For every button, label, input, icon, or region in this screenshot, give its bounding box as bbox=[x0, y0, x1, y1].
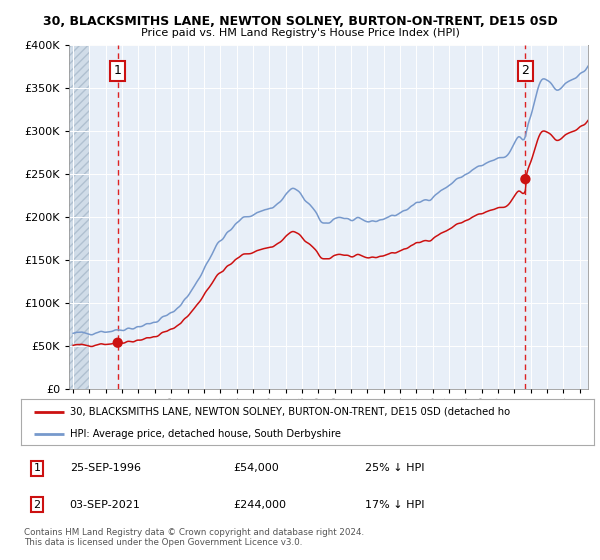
Point bbox=[113, 338, 122, 347]
Text: 30, BLACKSMITHS LANE, NEWTON SOLNEY, BURTON-ON-TRENT, DE15 0SD (detached ho: 30, BLACKSMITHS LANE, NEWTON SOLNEY, BUR… bbox=[70, 407, 510, 417]
Text: Price paid vs. HM Land Registry's House Price Index (HPI): Price paid vs. HM Land Registry's House … bbox=[140, 28, 460, 38]
Text: 17% ↓ HPI: 17% ↓ HPI bbox=[365, 500, 424, 510]
Text: £244,000: £244,000 bbox=[233, 500, 286, 510]
Bar bbox=[69, 45, 89, 389]
Text: 30, BLACKSMITHS LANE, NEWTON SOLNEY, BURTON-ON-TRENT, DE15 0SD: 30, BLACKSMITHS LANE, NEWTON SOLNEY, BUR… bbox=[43, 15, 557, 28]
Text: 1: 1 bbox=[34, 463, 41, 473]
Text: £54,000: £54,000 bbox=[233, 463, 279, 473]
Text: This data is licensed under the Open Government Licence v3.0.: This data is licensed under the Open Gov… bbox=[24, 538, 302, 547]
Point bbox=[521, 175, 530, 184]
Text: HPI: Average price, detached house, South Derbyshire: HPI: Average price, detached house, Sout… bbox=[70, 429, 341, 438]
Text: 2: 2 bbox=[521, 64, 529, 77]
Text: Contains HM Land Registry data © Crown copyright and database right 2024.: Contains HM Land Registry data © Crown c… bbox=[24, 528, 364, 537]
Text: 25% ↓ HPI: 25% ↓ HPI bbox=[365, 463, 424, 473]
Text: 03-SEP-2021: 03-SEP-2021 bbox=[70, 500, 140, 510]
Text: 1: 1 bbox=[114, 64, 122, 77]
Text: 25-SEP-1996: 25-SEP-1996 bbox=[70, 463, 141, 473]
Text: 2: 2 bbox=[34, 500, 41, 510]
